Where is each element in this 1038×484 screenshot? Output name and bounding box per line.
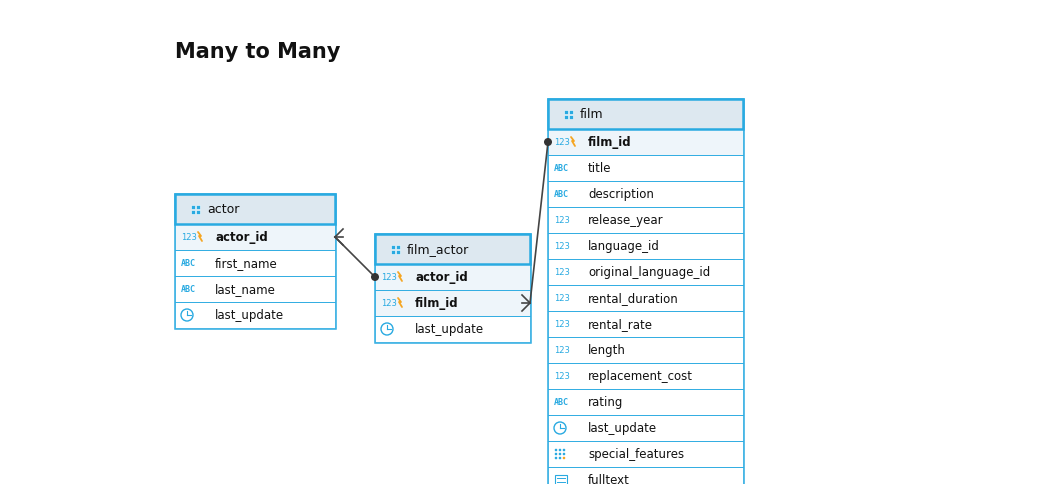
Bar <box>375 235 530 342</box>
Bar <box>175 276 335 302</box>
Text: first_name: first_name <box>215 257 278 270</box>
Bar <box>548 286 743 311</box>
Bar <box>548 415 743 441</box>
Text: last_update: last_update <box>415 323 484 336</box>
Text: 123: 123 <box>181 233 197 242</box>
Bar <box>569 110 573 114</box>
Bar <box>375 290 530 317</box>
Circle shape <box>554 453 557 455</box>
Circle shape <box>558 449 562 452</box>
Bar <box>195 205 199 209</box>
Text: 123: 123 <box>554 242 570 251</box>
Bar <box>175 225 335 251</box>
Bar <box>569 115 573 119</box>
Bar <box>395 250 400 254</box>
Text: fulltext: fulltext <box>588 473 630 484</box>
Text: ABC: ABC <box>554 164 569 173</box>
Text: 123: 123 <box>554 216 570 225</box>
Text: 123: 123 <box>381 299 397 308</box>
Bar <box>375 317 530 342</box>
Text: replacement_cost: replacement_cost <box>588 370 693 383</box>
Text: 123: 123 <box>381 273 397 282</box>
Circle shape <box>554 457 557 459</box>
Bar <box>548 156 743 182</box>
Text: film_id: film_id <box>415 297 459 310</box>
Bar <box>548 130 743 156</box>
Bar <box>390 245 394 249</box>
Bar <box>548 100 743 484</box>
Text: description: description <box>588 188 654 201</box>
Text: 123: 123 <box>554 320 570 329</box>
Text: 123: 123 <box>554 372 570 381</box>
Bar <box>548 441 743 467</box>
Bar <box>548 100 743 130</box>
Text: actor_id: actor_id <box>415 271 468 284</box>
Text: actor: actor <box>207 203 240 216</box>
Bar <box>564 115 568 119</box>
Bar <box>548 182 743 208</box>
Bar <box>548 233 743 259</box>
Text: rating: rating <box>588 396 624 408</box>
Text: last_update: last_update <box>588 422 657 435</box>
Circle shape <box>371 273 379 281</box>
Circle shape <box>558 453 562 455</box>
Text: 123: 123 <box>554 138 570 147</box>
Text: rental_rate: rental_rate <box>588 318 653 331</box>
Bar <box>548 467 743 484</box>
Circle shape <box>544 139 552 147</box>
Circle shape <box>558 457 562 459</box>
Text: rental_duration: rental_duration <box>588 292 679 305</box>
Text: 123: 123 <box>554 346 570 355</box>
Circle shape <box>563 453 566 455</box>
Circle shape <box>563 457 566 459</box>
Bar <box>548 259 743 286</box>
Text: ABC: ABC <box>181 285 196 294</box>
Bar <box>191 210 194 214</box>
Text: 123: 123 <box>554 294 570 303</box>
Bar <box>175 302 335 328</box>
Text: length: length <box>588 344 626 357</box>
Text: language_id: language_id <box>588 240 660 253</box>
Bar <box>195 210 199 214</box>
Text: film_actor: film_actor <box>407 243 469 256</box>
Bar <box>548 208 743 233</box>
Text: film_id: film_id <box>588 136 632 149</box>
Bar <box>555 474 567 484</box>
Bar <box>564 110 568 114</box>
Text: special_features: special_features <box>588 448 684 461</box>
Text: release_year: release_year <box>588 214 663 227</box>
Bar <box>375 235 530 264</box>
Bar <box>175 195 335 328</box>
Text: last_update: last_update <box>215 309 284 322</box>
Text: 123: 123 <box>554 268 570 277</box>
Text: actor_id: actor_id <box>215 231 268 244</box>
Text: ABC: ABC <box>181 259 196 268</box>
Bar <box>548 363 743 389</box>
Bar <box>548 389 743 415</box>
Text: ABC: ABC <box>554 398 569 407</box>
Text: film: film <box>580 108 604 121</box>
Bar <box>191 205 194 209</box>
Bar <box>375 264 530 290</box>
Text: last_name: last_name <box>215 283 276 296</box>
Bar <box>395 245 400 249</box>
Text: original_language_id: original_language_id <box>588 266 710 279</box>
Bar <box>548 337 743 363</box>
Text: ABC: ABC <box>554 190 569 199</box>
Text: title: title <box>588 162 611 175</box>
Circle shape <box>554 449 557 452</box>
Bar <box>175 251 335 276</box>
Bar <box>175 195 335 225</box>
Bar <box>390 250 394 254</box>
Bar <box>548 311 743 337</box>
Text: Many to Many: Many to Many <box>175 42 340 62</box>
Circle shape <box>563 449 566 452</box>
